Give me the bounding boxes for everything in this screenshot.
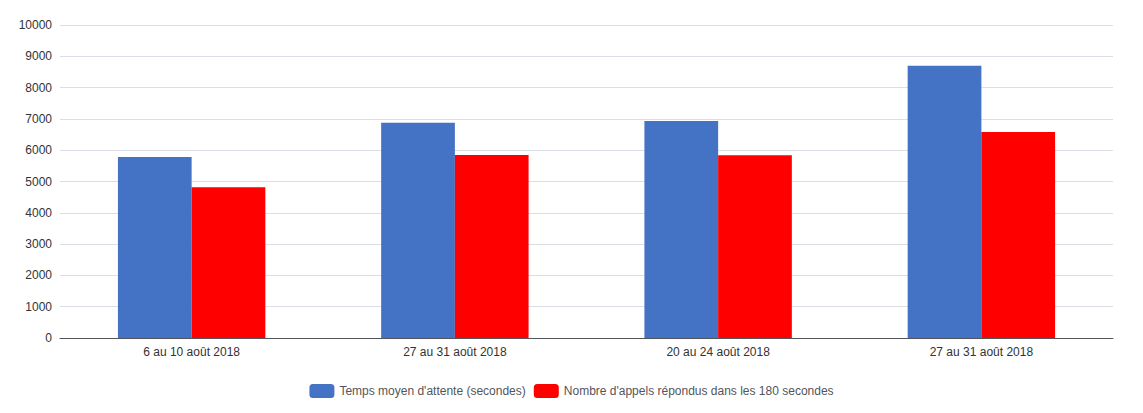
svg-text:10000: 10000 (19, 18, 53, 32)
svg-text:8000: 8000 (25, 81, 52, 95)
svg-text:5000: 5000 (25, 175, 52, 189)
svg-text:6000: 6000 (25, 143, 52, 157)
svg-text:2000: 2000 (25, 268, 52, 282)
svg-text:3000: 3000 (25, 237, 52, 251)
svg-text:4000: 4000 (25, 206, 52, 220)
svg-text:20 au 24 août 2018: 20 au 24 août 2018 (666, 345, 770, 359)
svg-text:6 au 10 août 2018: 6 au 10 août 2018 (143, 345, 240, 359)
svg-text:7000: 7000 (25, 112, 52, 126)
svg-text:9000: 9000 (25, 49, 52, 63)
svg-text:1000: 1000 (25, 300, 52, 314)
svg-text:Temps moyen d'attente (seconde: Temps moyen d'attente (secondes) (339, 384, 525, 398)
svg-text:0: 0 (45, 331, 52, 345)
svg-text:27 au 31 août 2018: 27 au 31 août 2018 (930, 345, 1034, 359)
svg-text:27 au 31 août 2018: 27 au 31 août 2018 (403, 345, 507, 359)
svg-text:Nombre d'appels répondus dans: Nombre d'appels répondus dans les 180 se… (564, 384, 834, 398)
